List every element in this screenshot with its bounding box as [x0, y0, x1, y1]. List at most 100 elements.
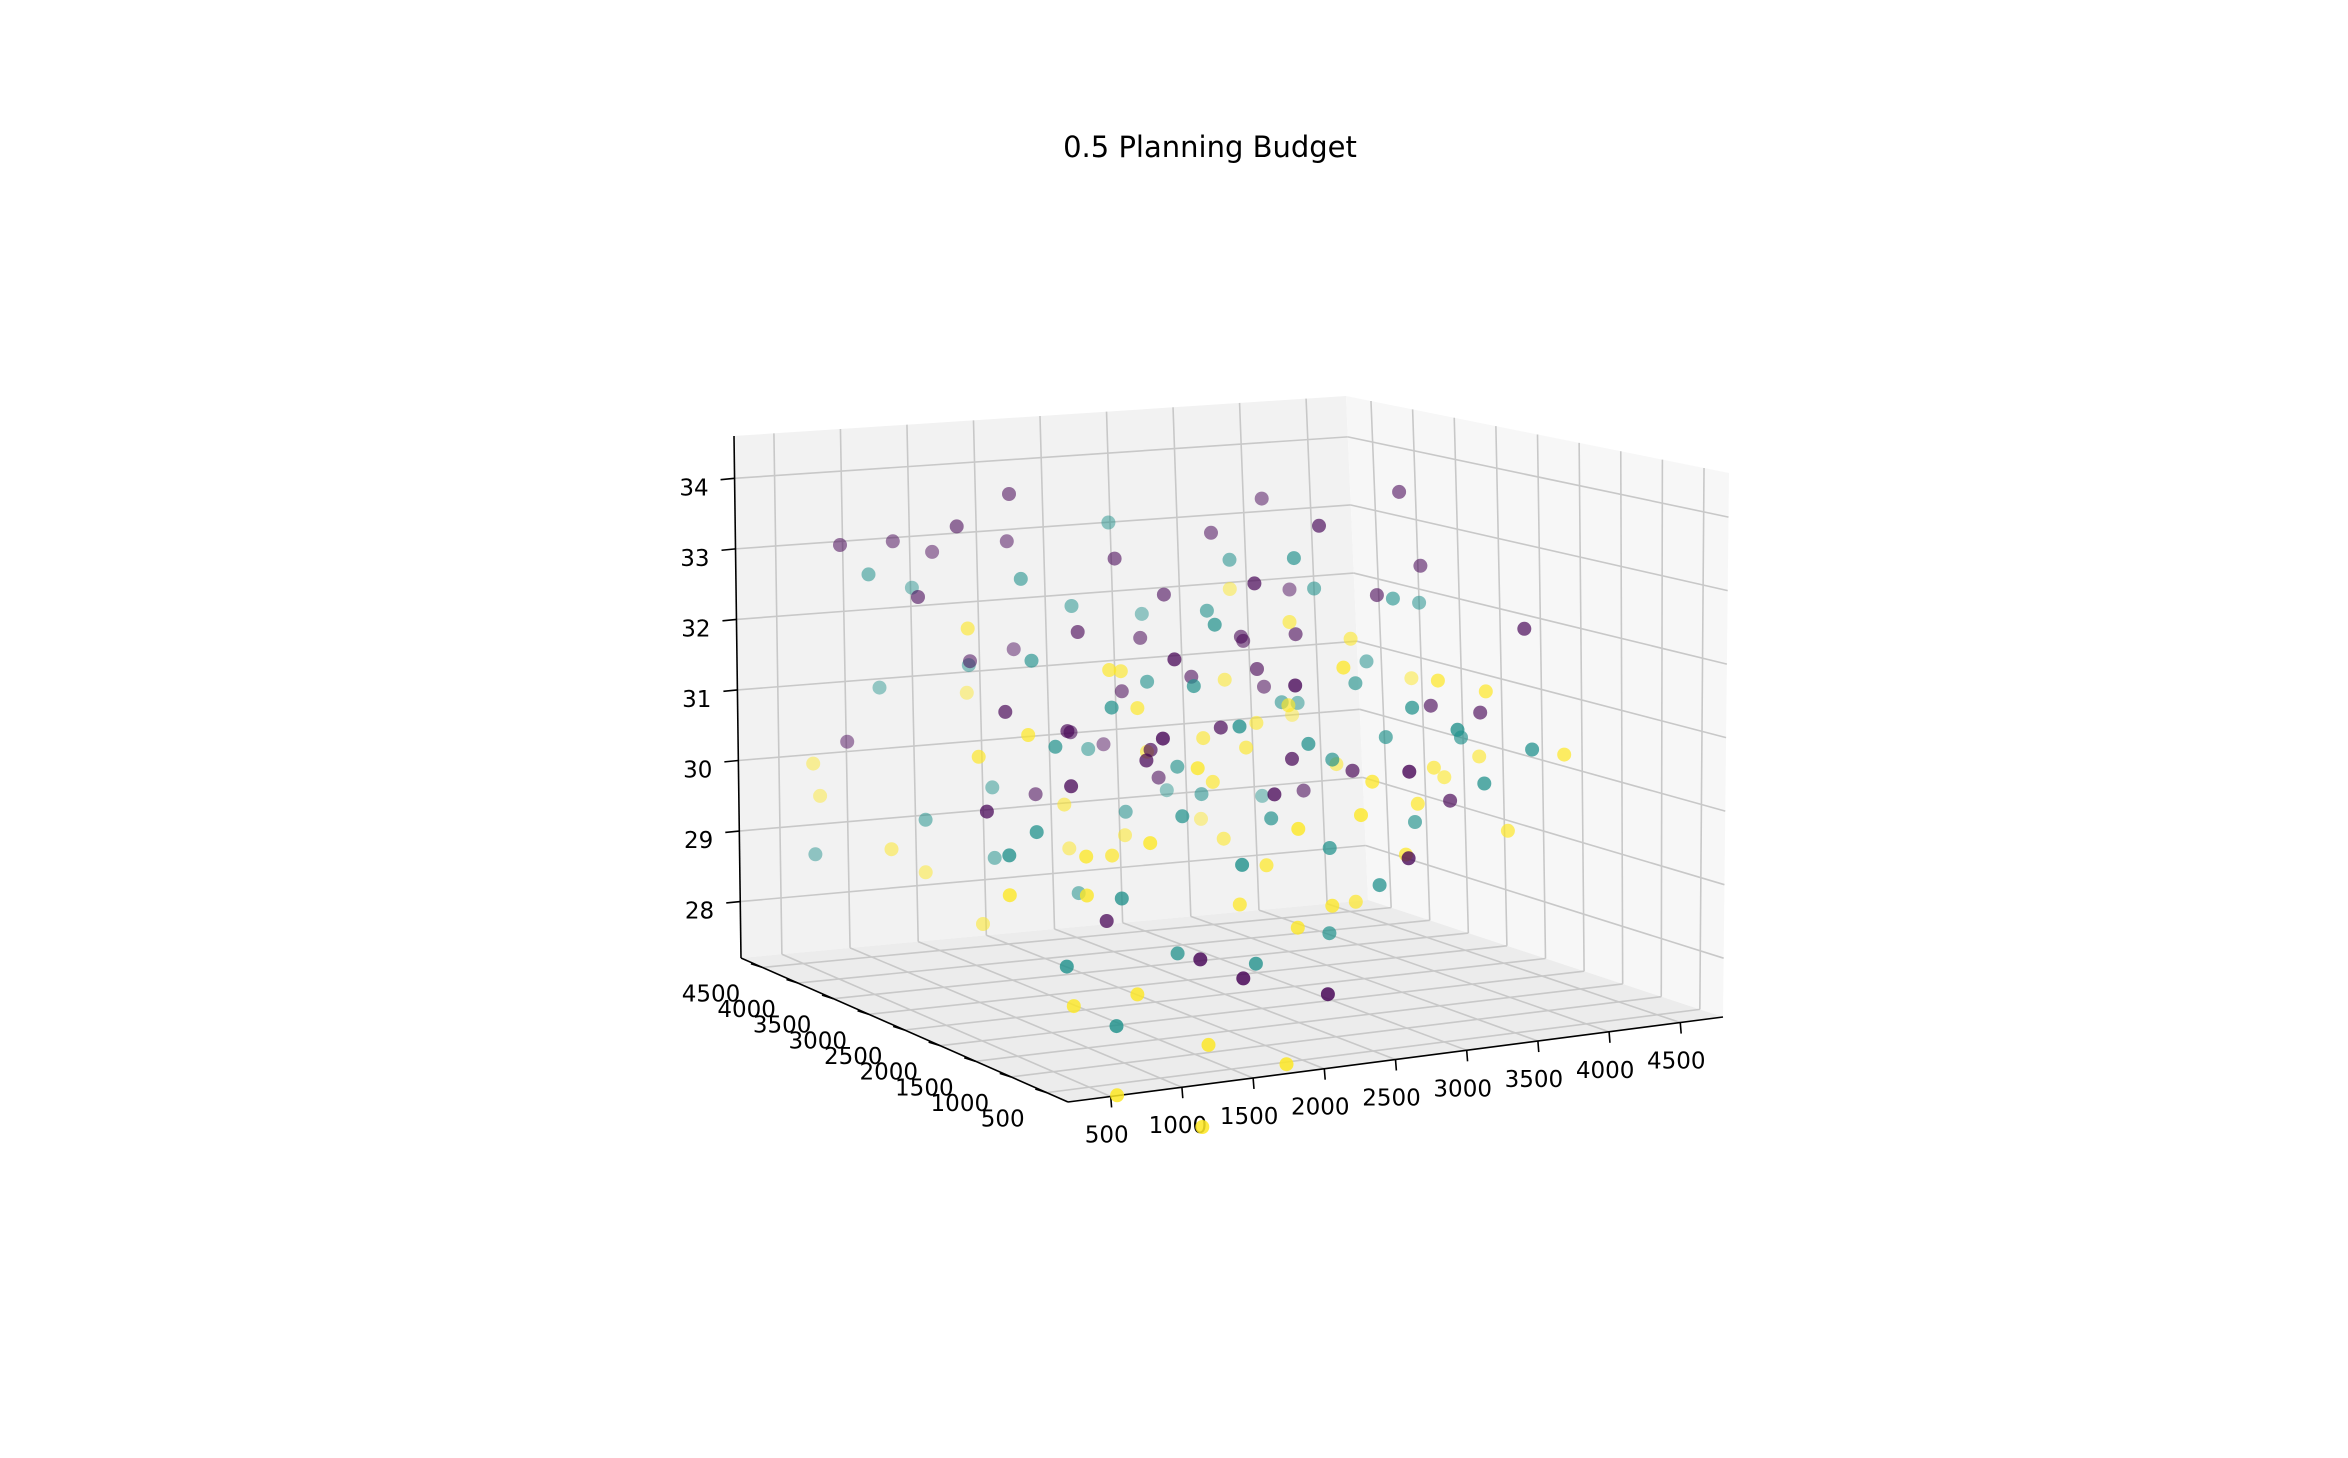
data-point-yellow: [1232, 897, 1247, 912]
grid-line: [1347, 436, 1729, 518]
data-point-yellow: [1110, 1088, 1125, 1103]
data-point-purple: [1288, 678, 1303, 693]
data-point-yellow: [1002, 888, 1017, 903]
data-point-teal: [1450, 722, 1465, 737]
data-point-teal: [1372, 878, 1387, 893]
data-point-purple: [1114, 684, 1129, 699]
data-point-yellow: [918, 865, 933, 880]
data-point-purple: [1254, 491, 1269, 506]
data-point-purple: [1028, 787, 1043, 802]
grid-line: [839, 429, 851, 948]
grid-line: [1660, 459, 1664, 997]
data-point-yellow: [1201, 1037, 1216, 1052]
data-point-yellow: [1190, 761, 1205, 776]
data-point-yellow: [1282, 615, 1297, 629]
data-point-teal: [1286, 551, 1301, 566]
data-point-teal: [1525, 742, 1540, 757]
grid-line: [1411, 409, 1431, 921]
y-tick: [963, 1056, 976, 1063]
grid-line: [1350, 504, 1728, 592]
data-point-yellow: [1259, 858, 1274, 873]
grid-line: [1370, 400, 1392, 908]
grid-line: [1495, 426, 1508, 946]
data-point-yellow: [1194, 811, 1208, 826]
data-point-purple: [1193, 952, 1208, 967]
data-point-teal: [1412, 595, 1427, 610]
z-tick: [720, 477, 735, 481]
grid-line: [1578, 442, 1585, 972]
data-point-purple: [1296, 783, 1311, 798]
grid-line: [1172, 407, 1192, 917]
data-point-yellow: [1057, 797, 1072, 812]
data-point-teal: [1322, 841, 1337, 855]
grid-line: [1353, 572, 1728, 665]
y-tick: [786, 978, 799, 984]
data-point-purple: [1096, 737, 1111, 752]
y-tick-label: 4000: [717, 997, 776, 1023]
data-point-yellow: [1062, 841, 1077, 856]
data-point-purple: [1139, 753, 1154, 768]
data-point-purple: [1288, 627, 1303, 642]
data-point-yellow: [1143, 836, 1158, 851]
data-point-yellow: [1216, 831, 1231, 846]
x-tick: [1323, 1068, 1326, 1080]
x-tick: [1465, 1050, 1469, 1062]
data-point-purple: [1267, 787, 1282, 802]
data-point-yellow: [971, 749, 986, 764]
data-point-yellow: [1079, 849, 1094, 864]
data-point-yellow: [1365, 774, 1380, 789]
data-point-yellow: [1478, 684, 1493, 699]
data-point-teal: [1477, 776, 1492, 791]
data-point-purple: [1204, 525, 1218, 540]
z-tick-label: 34: [679, 475, 708, 501]
data-point-yellow: [1348, 894, 1363, 909]
z-axis-line: [733, 435, 742, 959]
data-point-teal: [1385, 591, 1400, 606]
data-point-yellow: [1336, 660, 1351, 675]
data-point-purple: [1155, 731, 1170, 746]
data-point-teal: [1104, 700, 1119, 715]
data-point-teal: [872, 680, 887, 695]
grid-line: [868, 944, 1507, 1016]
data-point-yellow: [1217, 672, 1232, 687]
data-point-yellow: [1113, 664, 1128, 679]
data-point-yellow: [1222, 582, 1237, 596]
x-tick-label: 1500: [1220, 1104, 1279, 1130]
data-point-yellow: [1249, 715, 1264, 730]
data-point-teal: [1255, 788, 1270, 803]
x-tick-label: 500: [1085, 1123, 1129, 1149]
grid-line: [904, 957, 1546, 1031]
data-point-purple: [925, 544, 940, 559]
y-tick: [857, 1009, 870, 1016]
data-point-teal: [1194, 787, 1209, 802]
data-point-teal: [1307, 581, 1322, 596]
x-tick-label: 3000: [1433, 1076, 1492, 1102]
x-tick: [1252, 1077, 1255, 1090]
data-point-teal: [1248, 956, 1263, 971]
data-point-purple: [1443, 793, 1458, 808]
data-point-yellow: [1410, 796, 1425, 811]
data-point-purple: [1070, 625, 1085, 639]
z-tick: [726, 900, 741, 904]
data-point-purple: [1151, 770, 1166, 785]
data-point-purple: [911, 590, 925, 604]
data-point-yellow: [1354, 808, 1368, 823]
grid-line: [1699, 467, 1705, 1010]
data-point-yellow: [1343, 631, 1358, 646]
data-point-purple: [1133, 630, 1148, 645]
data-point-teal: [1175, 809, 1190, 824]
axis-ticks: 500 1000 1500 2000 2500 3000 3500 4000 450050010…: [679, 475, 1705, 1148]
z-tick-label: 33: [680, 546, 709, 572]
data-point-teal: [1322, 926, 1337, 941]
data-point-yellow: [813, 788, 828, 803]
grid-line: [773, 433, 783, 955]
data-point-teal: [1002, 848, 1017, 863]
data-point-purple: [1285, 751, 1299, 766]
grid-line: [1619, 451, 1624, 984]
data-point-teal: [1359, 654, 1374, 669]
z-tick: [725, 830, 740, 834]
data-point-teal: [1013, 571, 1028, 586]
data-point-yellow: [1021, 728, 1036, 742]
x-tick-label: 4500: [1647, 1049, 1706, 1075]
x-tick-label: 2000: [1291, 1095, 1350, 1121]
